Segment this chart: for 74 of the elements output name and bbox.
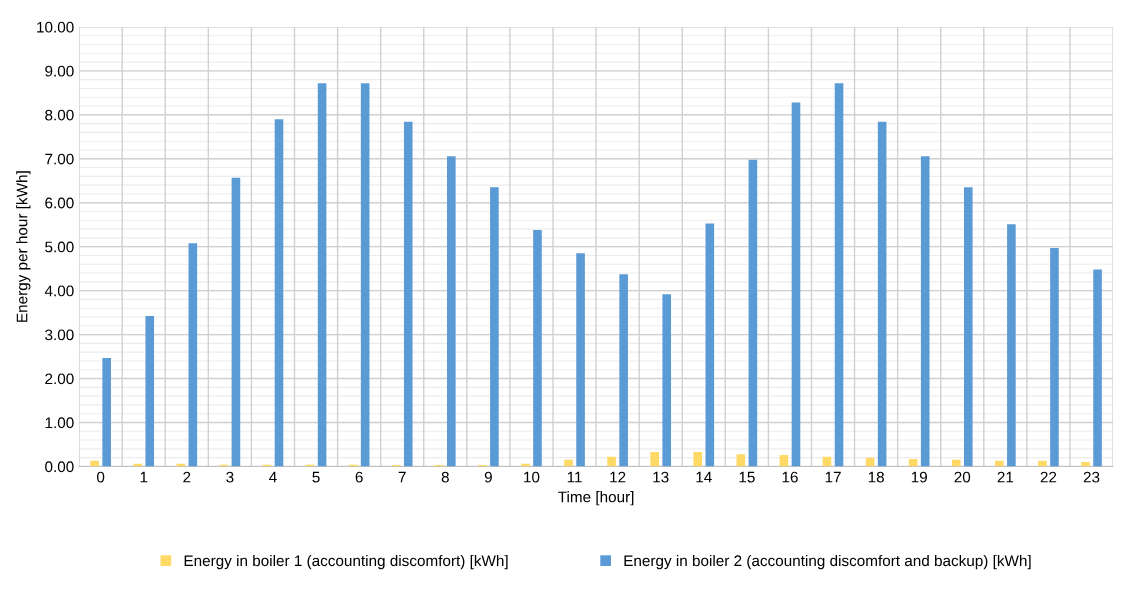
bar bbox=[963, 187, 973, 467]
x-tick-label: 17 bbox=[825, 471, 841, 483]
x-tick-label: 10 bbox=[524, 471, 540, 483]
bar bbox=[533, 229, 542, 467]
y-tick-label: 1.00 bbox=[45, 417, 74, 429]
bar bbox=[951, 459, 961, 467]
x-tick-label: 8 bbox=[441, 471, 449, 483]
bar bbox=[490, 187, 499, 467]
x-tick-label: 3 bbox=[226, 471, 234, 483]
bar bbox=[564, 459, 573, 467]
x-tick-label: 13 bbox=[653, 471, 669, 483]
bar bbox=[779, 455, 789, 467]
bar bbox=[403, 121, 413, 467]
bar bbox=[834, 83, 844, 467]
x-tick-label: 18 bbox=[868, 471, 884, 483]
x-tick-label: 21 bbox=[997, 471, 1014, 483]
x-tick-label: 11 bbox=[567, 471, 582, 483]
bar bbox=[607, 456, 616, 467]
bar bbox=[995, 460, 1004, 467]
bar bbox=[705, 223, 715, 467]
bar bbox=[188, 243, 198, 467]
x-tick-label: 16 bbox=[782, 471, 798, 483]
bar bbox=[274, 119, 284, 467]
legend-label: Energy in boiler 2 (accounting discomfort and backup) [kWh] bbox=[624, 554, 1031, 570]
y-tick-label: 0.00 bbox=[45, 461, 74, 473]
bar bbox=[317, 83, 327, 467]
x-tick-label: 6 bbox=[355, 471, 363, 483]
bar bbox=[662, 294, 672, 467]
legend-label: Energy in boiler 1 (accounting discomfort) [kWh] bbox=[184, 554, 508, 570]
y-tick-label: 9.00 bbox=[45, 65, 74, 77]
bar bbox=[447, 156, 456, 467]
x-tick-label: 14 bbox=[696, 471, 712, 483]
x-tick-label: 19 bbox=[911, 471, 927, 483]
y-tick-label: 2.00 bbox=[45, 373, 74, 385]
x-tick-label: 12 bbox=[610, 471, 626, 483]
bar bbox=[1007, 224, 1016, 467]
bar bbox=[693, 451, 703, 467]
y-tick-label: 6.00 bbox=[45, 197, 74, 209]
x-tick-label: 22 bbox=[1040, 471, 1057, 483]
x-tick-label: 20 bbox=[954, 471, 971, 483]
bar bbox=[102, 357, 111, 467]
bar bbox=[1038, 460, 1047, 467]
x-tick-label: 15 bbox=[739, 471, 755, 483]
x-tick-label: 4 bbox=[269, 471, 277, 483]
x-tick-label: 0 bbox=[96, 471, 105, 483]
bar bbox=[576, 253, 585, 467]
bar bbox=[231, 177, 241, 467]
x-tick-label: 23 bbox=[1083, 471, 1100, 483]
bar bbox=[736, 454, 746, 467]
x-tick-label: 2 bbox=[183, 471, 191, 483]
y-tick-label: 10.00 bbox=[37, 21, 74, 33]
bar bbox=[619, 274, 628, 467]
bar bbox=[90, 460, 99, 467]
bar bbox=[145, 316, 155, 467]
y-tick-label: 5.00 bbox=[45, 241, 74, 253]
bar bbox=[1050, 247, 1059, 467]
y-tick-label: 4.00 bbox=[44, 285, 74, 297]
y-tick-label: 8.00 bbox=[45, 109, 74, 121]
bar bbox=[1081, 462, 1090, 467]
bar bbox=[791, 102, 801, 467]
x-tick-label: 5 bbox=[312, 471, 320, 483]
x-axis-title: Time [hour] bbox=[558, 491, 634, 506]
y-axis-title: Energy per hour [kWh] bbox=[16, 171, 31, 322]
x-tick-label: 1 bbox=[140, 471, 148, 483]
bar bbox=[360, 83, 370, 467]
x-tick-label: 9 bbox=[484, 471, 492, 483]
bar bbox=[1093, 269, 1102, 467]
bar bbox=[650, 451, 659, 467]
bar bbox=[877, 121, 887, 467]
x-tick-label: 7 bbox=[398, 471, 406, 483]
y-tick-label: 3.00 bbox=[45, 329, 74, 341]
bar bbox=[920, 156, 930, 467]
y-tick-label: 7.00 bbox=[45, 153, 74, 165]
bar bbox=[748, 159, 758, 467]
